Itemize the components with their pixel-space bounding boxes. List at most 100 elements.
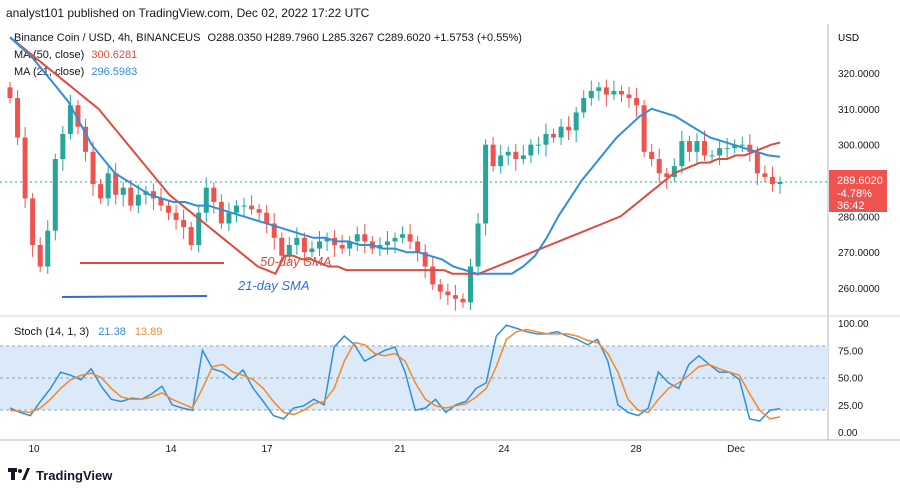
candle-body bbox=[181, 219, 187, 228]
price-tick-label: 280.0000 bbox=[838, 212, 880, 223]
candle-body bbox=[422, 252, 428, 267]
ma21-value: 296.5983 bbox=[91, 66, 138, 78]
candle-body bbox=[679, 141, 685, 167]
time-tick-label: Dec bbox=[727, 444, 745, 455]
candle-body bbox=[626, 94, 632, 99]
time-tick-label: 10 bbox=[28, 444, 40, 455]
candle-body bbox=[203, 187, 209, 213]
candle-body bbox=[445, 291, 451, 296]
candle-body bbox=[618, 90, 624, 95]
stoch-tick-label: 75.00 bbox=[838, 346, 863, 357]
candle-body bbox=[384, 241, 390, 245]
candle-body bbox=[317, 241, 323, 249]
time-tick-label: 14 bbox=[165, 444, 177, 455]
candle-body bbox=[407, 234, 413, 242]
candle-body bbox=[75, 105, 81, 127]
candle-body bbox=[22, 137, 28, 199]
candlestick-series bbox=[7, 79, 783, 311]
candle-body bbox=[558, 126, 564, 138]
time-tick-label: 24 bbox=[498, 444, 510, 455]
candle-body bbox=[339, 245, 345, 249]
candle-body bbox=[777, 181, 783, 185]
last-price-value: 289.6020 bbox=[837, 175, 883, 187]
stoch-tick-label: 0.00 bbox=[838, 428, 858, 439]
stoch-tick-label: 50.00 bbox=[838, 374, 863, 385]
candle-body bbox=[717, 148, 723, 156]
candle-body bbox=[241, 205, 247, 207]
candle-body bbox=[249, 205, 255, 210]
candle-body bbox=[762, 173, 768, 177]
price-tick-label: 260.0000 bbox=[838, 284, 880, 295]
candle-body bbox=[256, 209, 262, 213]
candle-body bbox=[732, 144, 738, 149]
stoch-k-value: 21.38 bbox=[98, 326, 126, 338]
symbol-name[interactable]: Binance Coin / USD, 4h, BINANCEUS bbox=[14, 32, 201, 44]
price-tick-label: 310.0000 bbox=[838, 105, 880, 116]
candle-body bbox=[513, 151, 519, 159]
candle-body bbox=[128, 187, 134, 206]
candle-body bbox=[301, 237, 307, 253]
ma21-label: MA (21, close) bbox=[14, 66, 85, 78]
candle-body bbox=[15, 98, 21, 138]
stoch-d-value: 13.89 bbox=[134, 326, 163, 338]
candle-body bbox=[120, 187, 126, 195]
price-tick-label: 300.0000 bbox=[838, 141, 880, 152]
candle-body bbox=[105, 173, 111, 199]
ma21-line bbox=[9, 36, 781, 275]
candle-body bbox=[588, 90, 594, 99]
candle-body bbox=[400, 234, 406, 238]
publish-header: analyst101 published on TradingView.com,… bbox=[6, 6, 370, 20]
candle-body bbox=[113, 173, 119, 195]
candle-body bbox=[233, 205, 239, 213]
candle-body bbox=[211, 187, 217, 202]
candle-body bbox=[739, 144, 745, 146]
candle-body bbox=[490, 144, 496, 167]
candle-body bbox=[392, 237, 398, 242]
price-axis[interactable]: 320.0000 310.0000 300.0000 280.0000 270.0000… bbox=[838, 69, 880, 295]
candle-body bbox=[603, 87, 609, 95]
sma21-annotation: 21-day SMA bbox=[237, 278, 310, 293]
candle-body bbox=[264, 212, 270, 224]
candle-body bbox=[664, 173, 670, 177]
candle-body bbox=[294, 237, 300, 245]
candle-body bbox=[60, 133, 66, 159]
stoch-axis[interactable]: 100.00 75.00 50.00 25.00 0.00 bbox=[838, 319, 869, 439]
stoch-label: Stoch (14, 1, 3) bbox=[14, 326, 90, 338]
candle-body bbox=[551, 133, 557, 138]
candle-body bbox=[649, 151, 655, 159]
time-tick-label: 21 bbox=[394, 444, 406, 455]
candle-body bbox=[430, 266, 436, 285]
candle-body bbox=[158, 198, 164, 206]
time-tick-label: 17 bbox=[261, 444, 273, 455]
stoch-legend[interactable]: Stoch (14, 1, 3) 21.38 13.89 bbox=[14, 326, 162, 338]
sma50-annotation: 50-day SMA bbox=[260, 254, 332, 269]
candle-body bbox=[309, 248, 315, 253]
candle-body bbox=[226, 212, 232, 224]
candle-body bbox=[709, 155, 715, 157]
candle-body bbox=[166, 205, 172, 213]
price-tick-label: 270.0000 bbox=[838, 248, 880, 259]
candle-body bbox=[754, 151, 760, 174]
ohlc-values: O288.0350 H289.7960 L285.3267 C289.6020 … bbox=[207, 32, 522, 44]
candle-body bbox=[37, 245, 43, 267]
stoch-tick-label: 25.00 bbox=[838, 401, 863, 412]
candle-body bbox=[188, 227, 194, 245]
candle-body bbox=[279, 237, 285, 256]
candle-body bbox=[611, 90, 617, 95]
tradingview-footer[interactable]: TradingView bbox=[8, 468, 112, 483]
candle-body bbox=[671, 166, 677, 177]
candle-body bbox=[52, 159, 58, 231]
candle-body bbox=[30, 198, 36, 245]
ma50-value: 300.6281 bbox=[91, 49, 138, 61]
candle-body bbox=[135, 194, 141, 206]
candle-body bbox=[67, 105, 73, 134]
last-price-tag bbox=[829, 170, 887, 212]
time-axis[interactable]: 10 14 17 21 24 28 Dec bbox=[28, 444, 744, 455]
ma21-legend[interactable]: MA (21, close) 296.5983 bbox=[14, 66, 137, 78]
candle-body bbox=[694, 141, 700, 152]
tradingview-logo-icon bbox=[8, 468, 30, 480]
candle-body bbox=[769, 176, 775, 185]
candle-body bbox=[196, 212, 202, 245]
currency-label: USD bbox=[838, 33, 859, 44]
